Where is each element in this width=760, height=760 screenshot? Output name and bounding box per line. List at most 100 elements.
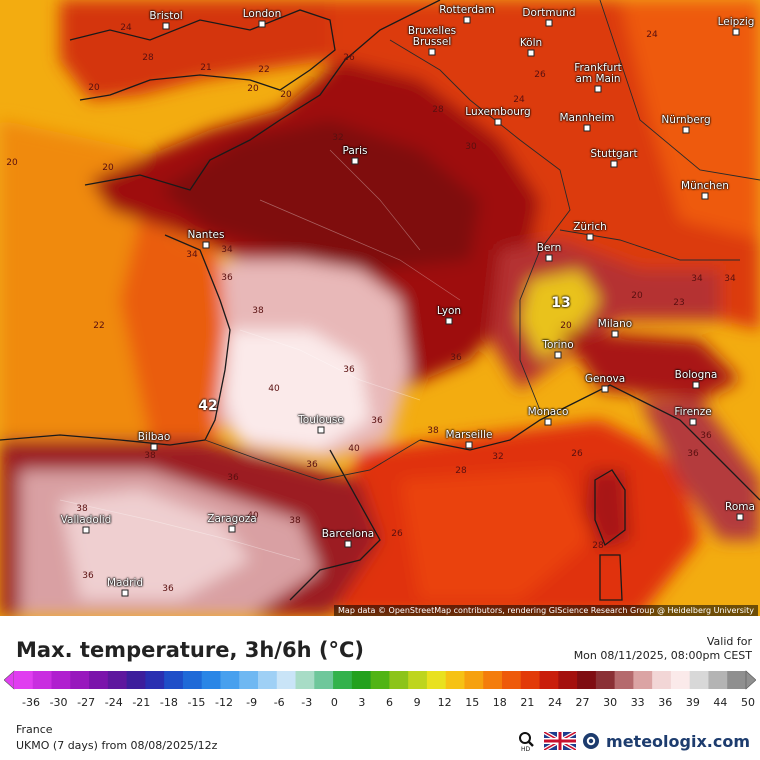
city-label: Stuttgart: [590, 148, 638, 160]
city-label: Firenze: [674, 406, 712, 418]
city-label: Rotterdam: [439, 4, 495, 16]
isotherm-label: 20: [102, 163, 114, 173]
hd-label: HD: [521, 746, 531, 752]
brand[interactable]: HD meteologix.com: [516, 730, 750, 752]
city-marker: [527, 49, 535, 57]
isotherm-label: 20: [631, 291, 643, 301]
isotherm-label: 26: [391, 529, 403, 539]
isotherm-label: 40: [268, 384, 280, 394]
legend-title: Max. temperature, 3h/6h (°C): [16, 638, 364, 662]
scale-swatch: [502, 671, 522, 689]
isotherm-label: 36: [221, 273, 233, 283]
city-marker: [594, 85, 602, 93]
isotherm-label: 38: [427, 426, 439, 436]
isotherm-label: 21: [200, 63, 212, 73]
isotherm-label: 40: [348, 444, 360, 454]
city-marker: [545, 254, 553, 262]
scale-arrow-left: [4, 670, 15, 690]
city-marker: [150, 443, 158, 451]
isotherm-label: 38: [144, 451, 156, 461]
scale-swatch: [445, 671, 465, 689]
city-label: Barcelona: [321, 528, 375, 540]
scale-swatch: [577, 671, 597, 689]
scale-tick-label: 18: [492, 696, 507, 709]
color-scale: [4, 670, 756, 690]
isotherm-label: 20: [6, 158, 18, 168]
scale-swatch: [689, 671, 709, 689]
isotherm-label: 36: [343, 365, 355, 375]
scale-swatch: [426, 671, 447, 689]
city-label: Roma: [725, 501, 755, 513]
scale-swatch: [107, 671, 128, 689]
isotherm-label: 38: [76, 504, 88, 514]
scale-tick-label: 24: [547, 696, 562, 709]
scale-tick-label: 15: [465, 696, 480, 709]
city-marker: [545, 19, 553, 27]
scale-swatch: [126, 671, 146, 689]
isotherm-label: 36: [227, 473, 239, 483]
scale-swatch: [389, 671, 409, 689]
extreme-value-label: 42: [198, 398, 218, 414]
scale-tick-label: -24: [104, 696, 123, 709]
isotherm-label: 36: [450, 353, 462, 363]
isotherm-label: 20: [88, 83, 100, 93]
city-marker: [732, 28, 740, 36]
city-marker: [162, 22, 170, 30]
city-marker: [494, 118, 502, 126]
scale-swatch: [351, 671, 372, 689]
valid-date: Mon 08/11/2025, 08:00pm CEST: [573, 649, 752, 662]
city-label: Toulouse: [298, 414, 344, 426]
city-marker: [258, 20, 266, 28]
scale-swatch: [333, 671, 353, 689]
scale-swatch: [32, 671, 53, 689]
isotherm-label: 36: [306, 460, 318, 470]
city-marker: [544, 418, 552, 426]
scale-tick-label: 39: [685, 696, 700, 709]
city-marker: [463, 16, 471, 24]
scale-swatch: [145, 671, 165, 689]
model-label: UKMO (7 days) from 08/08/2025/12z: [16, 739, 218, 752]
city-label: Monaco: [527, 406, 569, 418]
city-marker: [682, 126, 690, 134]
city-label: Nürnberg: [661, 114, 711, 126]
isotherm-label: 20: [280, 90, 292, 100]
scale-tick-label: -18: [159, 696, 178, 709]
scale-swatch: [652, 671, 672, 689]
scale-tick-label: -36: [22, 696, 40, 709]
scale-tick-label: 21: [520, 696, 535, 709]
temperature-map[interactable]: 24 28 21 22 20 20 20 20 20 26 26 24 24 28 32 30 34 36 38 40…: [0, 0, 760, 616]
city-marker: [736, 513, 744, 521]
scale-swatch: [708, 671, 728, 689]
scale-tick-label: 27: [575, 696, 590, 709]
brand-name[interactable]: meteologix.com: [606, 731, 750, 751]
search-icon[interactable]: HD: [516, 730, 538, 752]
city-label: Bilbao: [137, 431, 171, 443]
scale-swatch: [51, 671, 71, 689]
isotherm-label: 22: [258, 65, 270, 75]
scale-swatch: [182, 671, 203, 689]
scale-swatch: [295, 671, 315, 689]
city-label: Genova: [584, 373, 626, 385]
isotherm-label: 36: [687, 449, 699, 459]
city-label: Valladolid: [60, 514, 112, 526]
city-marker: [228, 525, 236, 533]
scale-tick-label: -30: [49, 696, 68, 709]
scale-swatch: [201, 671, 221, 689]
scale-tick-label: 36: [658, 696, 673, 709]
isotherm-label: 22: [93, 321, 105, 331]
city-marker: [692, 381, 700, 389]
isotherm-label: 26: [343, 53, 355, 63]
isotherm-label: 28: [592, 541, 604, 551]
uk-flag-icon[interactable]: [544, 732, 577, 750]
scale-swatch: [483, 671, 503, 689]
city-label: Milano: [597, 318, 633, 330]
city-marker: [344, 540, 352, 548]
admin-lines: [59, 149, 461, 561]
scale-swatch: [70, 671, 90, 689]
scale-swatch: [520, 671, 541, 689]
scale-arrow-right: [745, 670, 756, 690]
scale-swatch: [595, 671, 616, 689]
scale-tick-label: 0: [330, 696, 338, 709]
scale-swatch: [239, 671, 259, 689]
city-label: Zürich: [573, 221, 607, 233]
